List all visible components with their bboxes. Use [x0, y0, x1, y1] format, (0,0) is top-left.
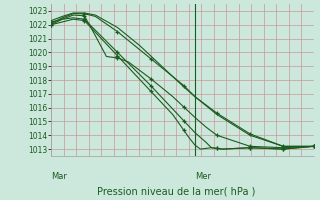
Text: Pression niveau de la mer( hPa ): Pression niveau de la mer( hPa ) — [97, 186, 255, 196]
Text: Mer: Mer — [195, 172, 211, 181]
Text: Mar: Mar — [51, 172, 67, 181]
